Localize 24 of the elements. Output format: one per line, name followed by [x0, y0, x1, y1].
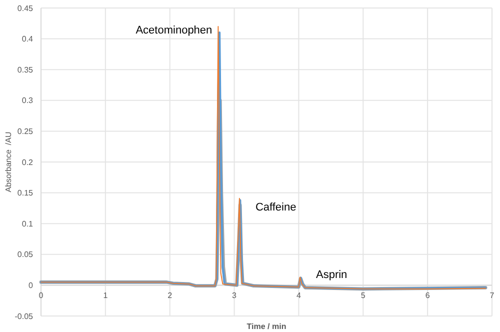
x-axis-title: Time / min: [246, 322, 286, 331]
x-tick-label: 3: [232, 291, 238, 300]
x-tick-label: 0: [38, 291, 44, 300]
y-tick-label: 0.15: [17, 188, 34, 198]
annotation: Acetominophen: [136, 24, 212, 36]
x-tick-label: 4: [296, 291, 302, 300]
y-tick-label: 0: [28, 281, 34, 290]
y-axis-title: Absorbance /AU: [4, 132, 13, 192]
y-tick-label: 0.2: [22, 158, 34, 167]
x-tick-label: 5: [360, 291, 366, 300]
y-tick-label: 0.25: [17, 127, 34, 136]
x-tick-label: 6: [425, 291, 430, 300]
y-tick-label: 0.4: [22, 34, 34, 44]
y-tick-label: 0.05: [17, 250, 34, 260]
y-tick-label: 0.3: [22, 96, 34, 106]
y-tick-label: -0.05: [14, 312, 34, 321]
x-tick-label: 1: [103, 291, 108, 300]
x-tick-label: 7: [490, 291, 495, 300]
annotation: Caffeine: [255, 201, 296, 214]
annotation: Asprin: [316, 269, 348, 282]
y-tick-label: 0.45: [17, 4, 34, 13]
x-tick-label: 2: [168, 291, 173, 300]
y-tick-label: 0.1: [22, 219, 34, 228]
y-tick-label: 0.35: [17, 65, 34, 74]
